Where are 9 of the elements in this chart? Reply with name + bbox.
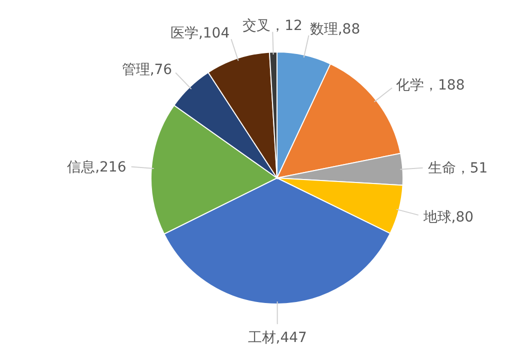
slice-label: 生命，51	[428, 160, 488, 176]
slice-label: 管理,76	[122, 62, 172, 78]
slice-label: 工材,447	[248, 330, 307, 345]
slice-label: 交叉，12	[242, 18, 302, 34]
slice-label: 化学，188	[396, 78, 465, 94]
slice-label: 信息,216	[67, 159, 126, 176]
slice-label: 医学,104	[170, 25, 230, 42]
slice-label: 地球,80	[422, 209, 474, 226]
slice-label: 数理,88	[310, 21, 360, 38]
